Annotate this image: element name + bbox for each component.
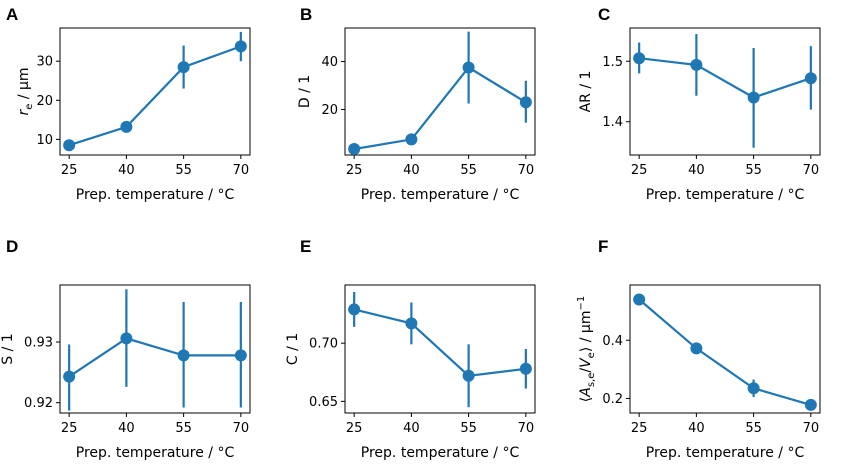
series-line <box>638 298 812 406</box>
data-point <box>120 120 133 133</box>
y-axis-label: C / 1 <box>285 333 301 365</box>
panel-D: D 25 40 55 70 0.92 0.93 Prep. temperature / °C S… <box>0 237 251 461</box>
plot-frame <box>59 284 251 414</box>
plot-frame <box>629 27 821 156</box>
x-tick-label: 25 <box>631 163 648 178</box>
data-point <box>348 303 361 316</box>
y-tick-label: 40 <box>321 55 338 70</box>
x-tick-label: 70 <box>518 163 535 178</box>
x-tick-label: 25 <box>61 163 78 178</box>
panel-B: B 25 40 55 70 20 40 Prep. temperature / °C D / 1 <box>297 5 536 203</box>
x-tick-label: 40 <box>403 421 420 436</box>
x-axis-label: Prep. temperature / °C <box>646 187 805 203</box>
panel-letter: C <box>598 5 610 24</box>
x-axis-label: Prep. temperature / °C <box>361 445 520 461</box>
data-point <box>348 143 361 156</box>
y-tick-label: 0.4 <box>602 334 623 349</box>
y-tick-label: 30 <box>36 55 53 70</box>
data-point <box>462 369 475 382</box>
panel-letter: D <box>6 237 18 256</box>
series-line <box>353 308 526 377</box>
plot-frame <box>344 27 536 156</box>
panel-letter: B <box>300 5 312 24</box>
y-tick-label: 1.5 <box>602 55 623 70</box>
x-tick-label: 70 <box>233 421 250 436</box>
x-tick-label: 70 <box>803 163 820 178</box>
data-point <box>633 293 646 306</box>
x-tick-label: 70 <box>803 421 820 436</box>
panel-C: C 25 40 55 70 1.4 1.5 Prep. temperature / °C AR … <box>578 5 821 203</box>
series-line <box>354 66 527 151</box>
x-tick-label: 40 <box>118 163 135 178</box>
series-line <box>639 57 812 99</box>
plot-frame <box>344 284 536 414</box>
y-tick-label: 0.92 <box>24 396 53 411</box>
data-point <box>63 370 76 383</box>
y-tick-label: 10 <box>36 133 53 148</box>
data-point <box>405 133 418 146</box>
x-tick-label: 70 <box>518 421 535 436</box>
data-point <box>690 58 703 71</box>
y-tick-label: 0.70 <box>309 337 338 352</box>
y-axis-label: D / 1 <box>297 75 313 108</box>
plot-frame <box>629 284 821 414</box>
series-line <box>68 337 241 378</box>
x-axis-label: Prep. temperature / °C <box>361 187 520 203</box>
y-tick-label: 0.2 <box>602 392 623 407</box>
y-axis-label: ⟨As,e/Ve⟩ / µm−1 <box>576 296 597 402</box>
x-tick-label: 40 <box>403 163 420 178</box>
x-tick-label: 70 <box>233 163 250 178</box>
data-point <box>690 342 703 355</box>
series-line <box>68 45 242 147</box>
x-axis-label: Prep. temperature / °C <box>76 187 235 203</box>
x-tick-label: 25 <box>631 421 648 436</box>
y-tick-label: 20 <box>36 94 53 109</box>
panel-letter: F <box>598 237 608 256</box>
x-tick-label: 40 <box>118 421 135 436</box>
panel-A: A 25 40 55 70 10 20 30 Prep. temperature / °C re … <box>6 5 251 203</box>
y-tick-label: 0.65 <box>309 395 338 410</box>
x-tick-label: 25 <box>61 421 78 436</box>
panel-E: E 25 40 55 70 0.65 0.70 Prep. temperature / °C C… <box>285 237 536 461</box>
data-point <box>462 61 475 74</box>
data-point <box>177 349 190 362</box>
x-tick-label: 55 <box>745 421 762 436</box>
x-tick-label: 55 <box>175 421 192 436</box>
y-axis-label: S / 1 <box>0 333 16 364</box>
data-point <box>177 61 190 74</box>
data-point <box>519 96 532 109</box>
panel-letter: E <box>300 237 311 256</box>
x-tick-label: 55 <box>460 421 477 436</box>
x-tick-label: 55 <box>175 163 192 178</box>
data-point <box>747 91 760 104</box>
data-point <box>804 72 817 85</box>
x-tick-label: 40 <box>688 163 705 178</box>
panel-F: F 25 40 55 70 0.2 0.4 Prep. temperature / °C ⟨As… <box>576 237 821 461</box>
x-axis-label: Prep. temperature / °C <box>76 445 235 461</box>
data-point <box>63 139 76 152</box>
data-point <box>804 398 817 411</box>
y-tick-label: 20 <box>321 103 338 118</box>
x-axis-label: Prep. temperature / °C <box>646 445 805 461</box>
plot-frame <box>59 27 251 156</box>
data-point <box>234 349 247 362</box>
x-tick-label: 25 <box>346 163 363 178</box>
x-tick-label: 55 <box>745 163 762 178</box>
panel-letter: A <box>6 5 18 24</box>
data-point <box>234 40 247 53</box>
data-point <box>120 332 133 345</box>
y-axis-label: re / µm <box>16 67 35 115</box>
data-point <box>633 52 646 65</box>
data-point <box>519 362 532 375</box>
data-point <box>747 382 760 395</box>
data-point <box>405 317 418 330</box>
x-tick-label: 40 <box>688 421 705 436</box>
x-tick-label: 25 <box>346 421 363 436</box>
y-tick-label: 1.4 <box>602 115 623 130</box>
y-axis-label: AR / 1 <box>578 71 594 113</box>
y-tick-label: 0.93 <box>24 336 53 351</box>
x-tick-label: 55 <box>460 163 477 178</box>
